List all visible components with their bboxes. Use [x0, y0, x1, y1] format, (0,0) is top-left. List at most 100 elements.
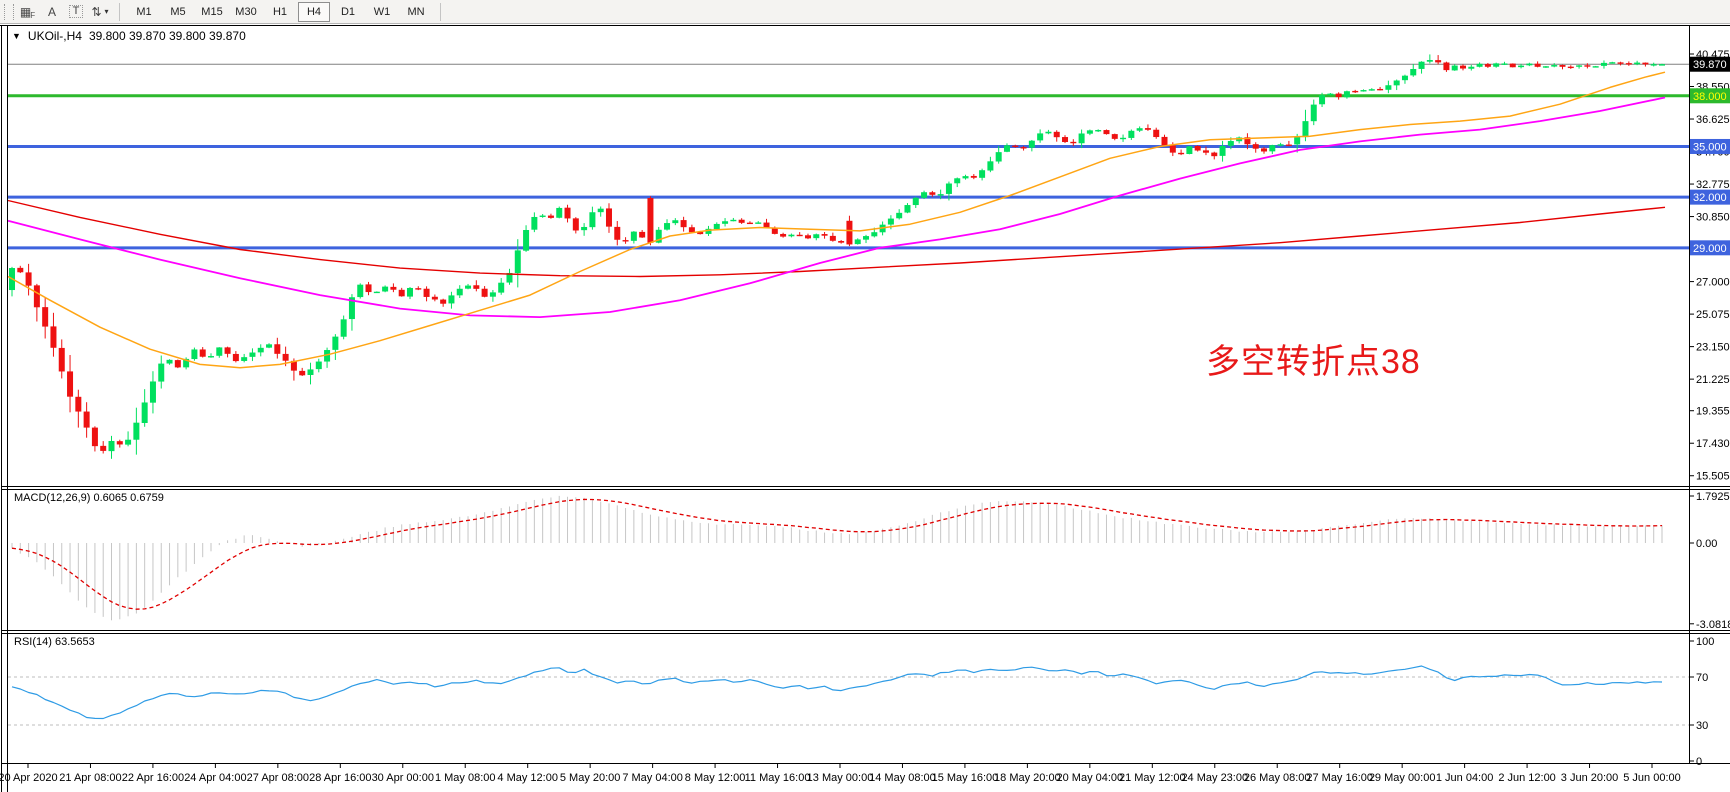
candle-body: [896, 212, 903, 219]
candle-body: [274, 344, 281, 354]
candle-body: [697, 231, 704, 235]
price-axis[interactable]: 40.47538.55036.62534.70032.77530.85027.0…: [1689, 49, 1730, 768]
timeframe-button-MN[interactable]: MN: [407, 5, 425, 18]
date-label: 11 May 16:00: [745, 772, 811, 784]
timeframe-button-M5[interactable]: M5: [170, 5, 186, 18]
date-label: 20 May 04:00: [1057, 772, 1124, 784]
candle-body: [324, 350, 331, 362]
candle-body: [1377, 88, 1384, 91]
chart-background[interactable]: [0, 25, 1730, 792]
candle-body: [1277, 144, 1284, 146]
text-tool-icon[interactable]: T: [66, 3, 86, 21]
date-label: 20 Apr 2020: [0, 772, 58, 784]
candle-body: [1028, 140, 1035, 148]
candle-body: [1617, 62, 1624, 64]
price-tick-label: 17.430: [1696, 438, 1730, 450]
date-label: 14 May 08:00: [869, 772, 936, 784]
candle-body: [995, 152, 1002, 162]
date-label: 7 May 04:00: [622, 772, 683, 784]
timeframe-button-H1[interactable]: H1: [272, 5, 288, 18]
price-tick-label: 15.505: [1696, 471, 1730, 483]
candle-body: [332, 336, 339, 350]
level-badge-35: [1690, 138, 1730, 154]
timeframe-button-M30[interactable]: M30: [235, 5, 257, 18]
candle-body: [1037, 133, 1044, 141]
font-tool-icon[interactable]: A: [47, 4, 56, 19]
rsi-indicator-label: RSI(14) 63.5653: [14, 636, 95, 648]
date-label: 27 May 16:00: [1306, 772, 1373, 784]
price-tick-label: 30.850: [1696, 212, 1730, 224]
candle-body: [116, 441, 123, 445]
candle-body: [987, 161, 994, 171]
timeframe-button-M1[interactable]: M1: [136, 5, 152, 18]
candle-body: [465, 285, 472, 289]
templates-grid-icon[interactable]: ▦ F: [19, 4, 36, 21]
ohlc-readout: 39.800 39.870 39.800 39.870: [88, 29, 246, 43]
ma-fast-orange: [7, 71, 1666, 369]
candle-body: [1070, 141, 1077, 144]
symbol-dropdown-icon[interactable]: ▼: [12, 31, 21, 41]
level-badge-32: [1690, 189, 1730, 205]
date-label: 21 May 12:00: [1119, 772, 1186, 784]
candle-body: [108, 440, 115, 452]
candle-body: [1161, 136, 1168, 146]
toolbar-grip[interactable]: [4, 3, 14, 20]
candle-body: [1468, 66, 1475, 69]
candle-body: [158, 363, 165, 382]
date-axis[interactable]: 20 Apr 2020 21 Apr 08:00 22 Apr 16:00 24 Ap…: [0, 763, 1681, 785]
price-tick-label: 21.225: [1696, 374, 1730, 386]
candle-body: [531, 216, 538, 230]
candle-body: [133, 422, 140, 440]
candle-body: [589, 212, 596, 228]
timeframe-button-W1[interactable]: W1: [373, 5, 391, 18]
candle-body: [174, 360, 181, 368]
candle-body: [257, 347, 264, 353]
timeframe-button-H4[interactable]: H4: [298, 1, 330, 22]
candle-body: [1418, 61, 1425, 69]
price-tick-label: 23.150: [1696, 342, 1730, 354]
candle-body: [307, 369, 314, 375]
cycle-arrows-icon[interactable]: ⇅ ▾: [91, 4, 109, 19]
date-label: 30 Apr 00:00: [372, 772, 434, 784]
level-badge-label: 29.000: [1693, 243, 1727, 255]
ma-slow-red: [7, 199, 1666, 278]
candle-body: [1501, 63, 1508, 65]
candle-body: [1443, 62, 1450, 71]
candle-body: [1435, 60, 1442, 63]
date-label: 5 May 20:00: [560, 772, 621, 784]
candle-body: [614, 226, 621, 240]
candle-body: [1484, 64, 1491, 67]
candle-body: [1261, 148, 1268, 152]
current-price-label: 39.870: [1693, 59, 1727, 71]
timeframe-button-M15[interactable]: M15: [201, 5, 223, 18]
timeframe-button-D1[interactable]: D1: [340, 5, 356, 18]
chart-title-bar[interactable]: ▼ UKOil-,H4 39.800 39.870 39.800 39.870: [12, 29, 246, 43]
candle-body: [216, 347, 223, 356]
candle-body: [1542, 66, 1549, 68]
candle-body: [912, 197, 919, 206]
candle-body: [854, 239, 861, 245]
macd-panel[interactable]: [11, 495, 1663, 621]
candle-body: [290, 360, 297, 371]
candle-body: [423, 288, 430, 297]
candle-body: [1178, 152, 1185, 155]
candle-body: [1650, 64, 1657, 66]
toolbar: ▦ F A T ⇅ ▾ M1 M5 M15 M30 H1 H4 D1 W1 MN: [0, 0, 1730, 24]
candle-body: [1426, 60, 1433, 62]
candle-body: [1227, 141, 1234, 146]
candle-body: [1385, 85, 1392, 90]
candle-body: [1460, 65, 1467, 69]
candle-body: [979, 170, 986, 178]
candle-body: [1136, 128, 1143, 131]
rsi-panel[interactable]: [8, 665, 1689, 726]
level-badge-label: 32.000: [1693, 192, 1727, 204]
date-label: 27 Apr 08:00: [247, 772, 309, 784]
candle-body: [1062, 137, 1069, 143]
candle-body: [33, 285, 40, 308]
price-tick-label: 27.000: [1696, 277, 1730, 289]
candle-body: [954, 178, 961, 184]
candle-body: [1327, 93, 1334, 96]
price-tick-label: 36.625: [1696, 114, 1730, 126]
candle-body: [224, 347, 231, 354]
